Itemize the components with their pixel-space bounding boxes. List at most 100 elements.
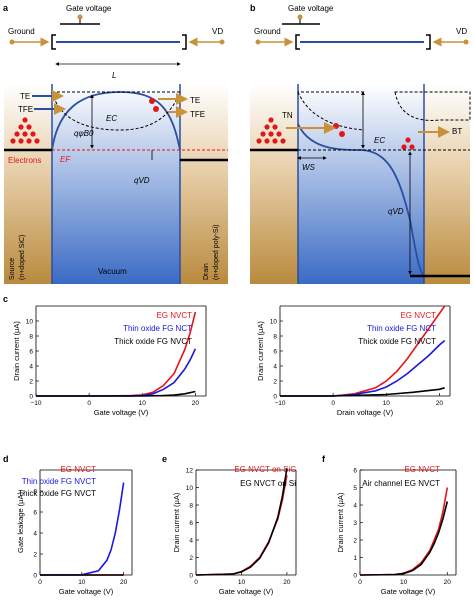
panel-a-ground-label: Ground [8, 27, 35, 36]
x-axis-label: Gate voltage (V) [381, 587, 436, 596]
drain-label: Drain [203, 263, 210, 280]
panel-b-gate-label: Gate voltage [288, 4, 334, 13]
x-tick-label: 10 [400, 579, 408, 586]
panel-b-conduction-band [297, 123, 425, 277]
panel-a-qvd-label: qVD [134, 176, 150, 185]
source-label: Source [9, 258, 16, 280]
chart-e-letter: e [162, 454, 167, 464]
legend-entry-1: Thin oxide FG NCT [367, 324, 436, 333]
x-tick-label: 0 [87, 400, 91, 407]
y-tick-label: 6 [273, 349, 277, 356]
length-label: L [112, 71, 116, 80]
x-tick-label: 10 [238, 579, 246, 586]
panel-a-tfe-left: TFE [18, 105, 33, 114]
electron-pyramid-icon [10, 117, 40, 144]
y-tick-label: 1 [353, 555, 357, 562]
ground-terminal-icon [9, 39, 15, 45]
series-line-2 [280, 387, 445, 397]
y-axis-label: Drain current (μA) [172, 492, 181, 552]
y-tick-label: 4 [273, 364, 277, 371]
y-tick-label: 10 [270, 319, 278, 326]
y-tick-label: 6 [353, 468, 357, 475]
panel-b-vd-label: VD [456, 27, 467, 36]
vacuum-region [52, 84, 180, 284]
panel-a: a Gate voltage Ground VD L EC TE TFE [3, 3, 228, 284]
vacuum-label: Vacuum [98, 267, 127, 276]
legend-entry-1: Air channel EG NVCT [362, 479, 440, 488]
x-axis-label: Gate voltage (V) [59, 587, 114, 596]
series-line-1 [280, 339, 446, 397]
x-tick-label: 20 [120, 579, 128, 586]
series-line-1 [36, 348, 197, 397]
y-tick-label: 2 [29, 379, 33, 386]
x-tick-label: −10 [30, 400, 41, 407]
y-axis-label: Drain current (μA) [336, 492, 345, 552]
drain-region [180, 84, 228, 284]
y-tick-label: 3 [353, 520, 357, 527]
y-tick-label: 0 [29, 394, 33, 401]
series-line-0 [195, 475, 288, 576]
panel-a-letter: a [3, 3, 9, 13]
panel-a-vd-label: VD [212, 27, 223, 36]
x-axis-label: Gate voltage (V) [94, 408, 149, 417]
y-tick-label: 0 [353, 573, 357, 580]
gate-terminal-icon [77, 14, 83, 20]
y-tick-label: 4 [29, 364, 33, 371]
source-region [4, 84, 52, 284]
chart-d-letter: d [3, 454, 9, 464]
panel-b-qvd-label: qVD [388, 207, 404, 216]
x-tick-label: 10 [78, 579, 86, 586]
x-tick-label: 0 [358, 579, 362, 586]
y-tick-label: 0 [273, 394, 277, 401]
y-tick-label: 6 [189, 520, 193, 527]
x-tick-label: 0 [194, 579, 198, 586]
x-tick-label: 10 [139, 400, 147, 407]
x-axis-label: Gate voltage (V) [219, 587, 274, 596]
panel-a-tfe-right: TFE [190, 110, 205, 119]
series-line-2 [36, 390, 196, 397]
panel-b-ground-label: Ground [254, 27, 281, 36]
y-tick-label: 2 [273, 379, 277, 386]
y-tick-label: 6 [29, 349, 33, 356]
y-axis-label: Drain current (μA) [12, 321, 21, 381]
x-tick-label: −10 [274, 400, 285, 407]
chart-d: d 0 10 20 0 2 4 6 8 Gate voltage (V) Gate leakage … [3, 454, 133, 596]
panel-a-te-right: TE [190, 96, 200, 105]
barrier-label: qφB0 [74, 129, 94, 138]
legend-entry-0: EG NVCT [400, 311, 436, 320]
x-tick-label: 0 [331, 400, 335, 407]
x-tick-label: 20 [283, 579, 291, 586]
legend-entry-0: EG NVCT [156, 311, 192, 320]
x-tick-label: 20 [444, 579, 452, 586]
y-tick-label: 4 [353, 503, 357, 510]
y-tick-label: 8 [29, 334, 33, 341]
x-axis-label: Drain voltage (V) [337, 408, 394, 417]
y-tick-label: 2 [33, 552, 37, 559]
x-tick-label: 20 [192, 400, 200, 407]
y-tick-label: 4 [33, 531, 37, 538]
drain-sub-label: (n+doped poly-Si) [213, 225, 220, 280]
x-tick-label: 10 [383, 400, 391, 407]
legend-entry-1: Thin oxide FG NVCT [22, 477, 96, 486]
chart-f-letter: f [322, 454, 326, 464]
tn-label: TN [282, 111, 293, 120]
series-line-0 [359, 487, 449, 576]
y-axis-label: Gate leakage (μA) [16, 491, 25, 553]
y-tick-label: 2 [189, 555, 193, 562]
series-line-1 [39, 482, 125, 576]
panel-a-gate-label: Gate voltage [66, 4, 112, 13]
y-tick-label: 8 [33, 489, 37, 496]
source-sub-label: (n+doped SiC) [19, 235, 26, 280]
ws-label: WS [302, 163, 316, 172]
series-line-1 [359, 501, 449, 576]
y-tick-label: 2 [353, 538, 357, 545]
legend-entry-0: EG NVCT [404, 465, 440, 474]
panel-a-te-left: TE [20, 92, 30, 101]
y-tick-label: 0 [189, 573, 193, 580]
y-tick-label: 4 [189, 538, 193, 545]
drain-terminal-icon [219, 39, 225, 45]
y-tick-label: 10 [26, 319, 34, 326]
y-tick-label: 10 [186, 485, 194, 492]
